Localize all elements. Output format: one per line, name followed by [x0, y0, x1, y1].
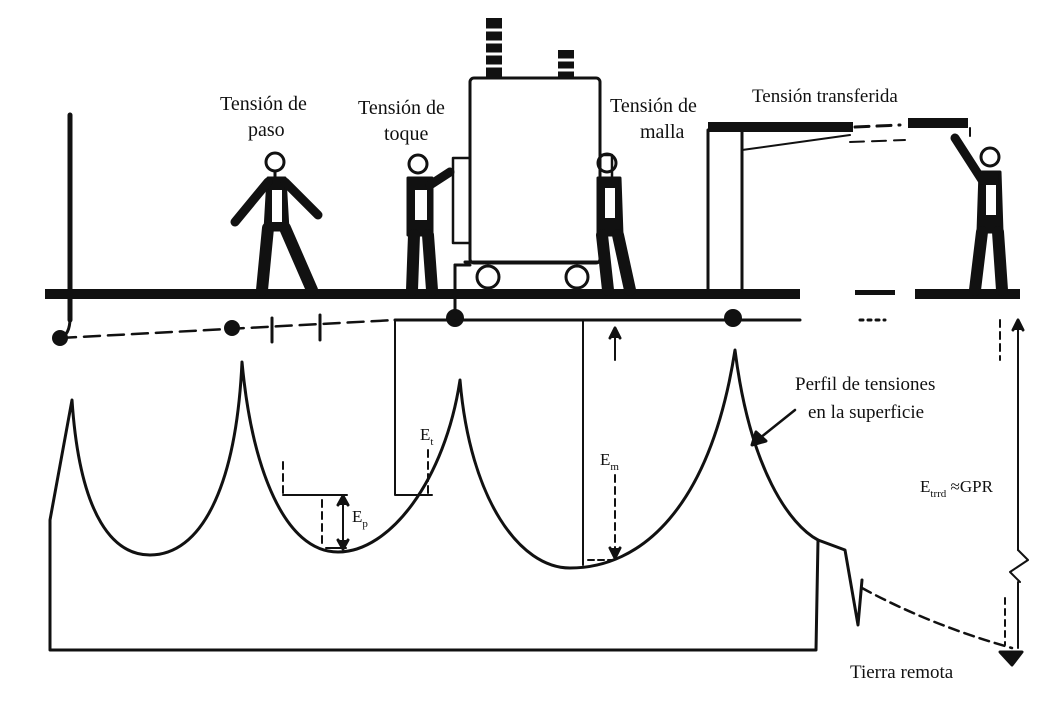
ground-surface — [45, 289, 1020, 299]
mesh-voltage-marker — [582, 319, 622, 566]
label-touch-voltage-line2: toque — [384, 123, 429, 145]
symbol-etrrd-gpr: Etrrd ≈GPR — [920, 477, 994, 500]
electrode-dot — [724, 309, 742, 327]
label-mesh-voltage-line1: Tensión de — [610, 95, 697, 117]
step-voltage-marker — [282, 461, 350, 551]
electrode-dot — [52, 330, 68, 346]
label-touch-voltage-line1: Tensión de — [358, 97, 445, 119]
gpr-marker — [999, 318, 1029, 649]
person-mesh-voltage — [596, 152, 636, 296]
label-remote-earth: Tierra remota — [850, 662, 954, 683]
overhead-structure — [706, 118, 971, 292]
person-step-voltage — [230, 151, 323, 296]
bushing-short — [556, 50, 576, 78]
symbol-em: Em — [600, 450, 619, 473]
touch-voltage-marker — [394, 319, 433, 496]
grid-electrodes — [52, 309, 742, 346]
label-step-voltage-line1: Tensión de — [220, 93, 307, 115]
person-transferred-voltage — [950, 133, 1008, 296]
person-touch-voltage — [406, 153, 455, 296]
label-profile-line1: Perfil de tensiones — [795, 374, 935, 395]
symbol-et: Et — [420, 425, 433, 448]
remote-earth-tail — [816, 538, 1024, 667]
symbol-ep: Ep — [352, 507, 368, 530]
label-step-voltage-line2: paso — [248, 119, 285, 141]
bushing-tall — [484, 18, 504, 78]
surface-voltage-profile — [48, 348, 820, 652]
transformer — [451, 18, 614, 320]
label-mesh-voltage-line2: malla — [640, 121, 685, 143]
label-profile-line2: en la superficie — [808, 402, 924, 423]
label-transferred-voltage: Tensión transferida — [752, 86, 898, 107]
electrode-dot — [224, 320, 240, 336]
profile-pointer-arrow — [750, 408, 797, 447]
grid-conductor — [58, 313, 887, 344]
ground-rod-left — [58, 112, 73, 340]
